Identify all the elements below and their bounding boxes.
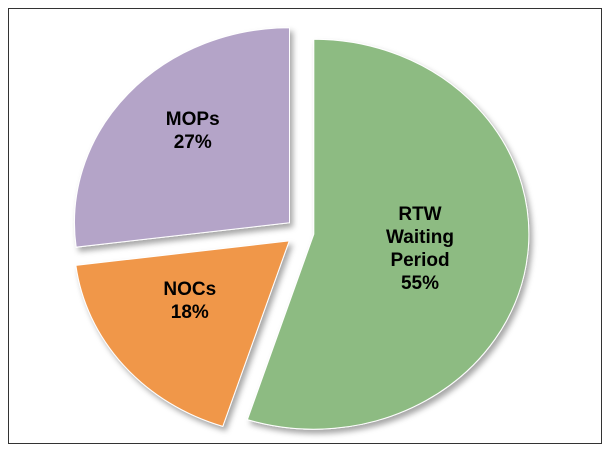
pie-slice [74, 27, 290, 248]
category-label: MOPs [166, 109, 220, 130]
value-label: 55% [401, 273, 439, 294]
category-label: RTW Waiting Period [386, 204, 454, 271]
category-label: NOCs [163, 279, 216, 300]
pie-slice [75, 240, 290, 427]
value-label: 27% [174, 132, 212, 153]
value-label: 18% [171, 302, 209, 323]
pie-slice [246, 38, 530, 430]
